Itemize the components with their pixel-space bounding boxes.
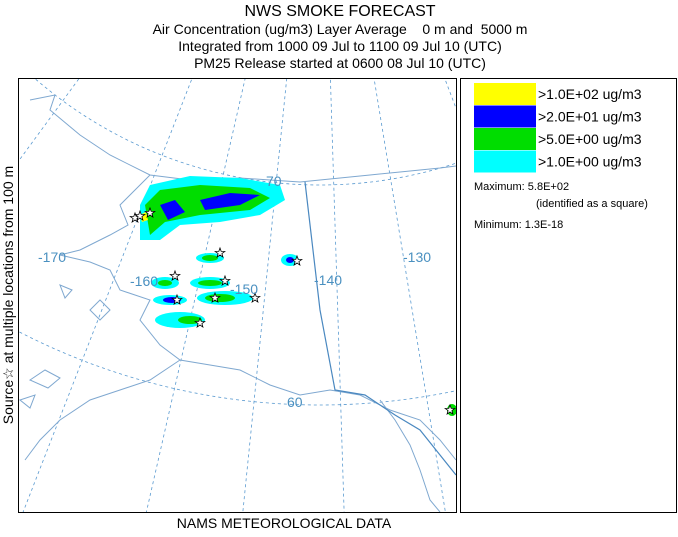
map-label: -150 (230, 281, 258, 297)
footer: NAMS METEOROLOGICAL DATA (177, 515, 392, 531)
side-label: Source☆ at multiple locations from 100 m (0, 166, 16, 424)
legend-frame (460, 78, 677, 513)
title: NWS SMOKE FORECAST (244, 3, 435, 20)
legend-swatch (474, 83, 536, 105)
border (304, 181, 456, 476)
legend-swatch (474, 150, 536, 173)
subtitle: Air Concentration (ug/m3) Layer Average … (153, 21, 528, 37)
sources (129, 207, 456, 415)
legend-swatch (474, 105, 536, 128)
map-label: -140 (314, 272, 342, 288)
legend-label: >2.0E+01 ug/m3 (538, 109, 642, 125)
minimum: Minimum: 1.3E-18 (474, 219, 563, 231)
map-label: 70 (266, 173, 282, 189)
legend-label: >1.0E+02 ug/m3 (538, 86, 642, 102)
legend-label: >1.0E+00 ug/m3 (538, 154, 642, 170)
map-frame (18, 78, 457, 513)
legend: Maximum: 5.8E+02 (identified as a square… (460, 78, 677, 513)
map-label: 60 (287, 394, 303, 410)
legend-label: >5.0E+00 ug/m3 (538, 131, 642, 147)
map-label: -170 (38, 249, 66, 265)
maximum: Maximum: 5.8E+02 (474, 181, 569, 193)
subtitle: Integrated from 1000 09 Jul to 1100 09 J… (178, 38, 501, 54)
maximum-note: (identified as a square) (536, 198, 648, 210)
map-label: -130 (403, 249, 431, 265)
map-label: -160 (130, 273, 158, 289)
subtitle: PM25 Release started at 0600 08 Jul 10 (… (194, 55, 486, 71)
legend-swatch (474, 128, 536, 150)
